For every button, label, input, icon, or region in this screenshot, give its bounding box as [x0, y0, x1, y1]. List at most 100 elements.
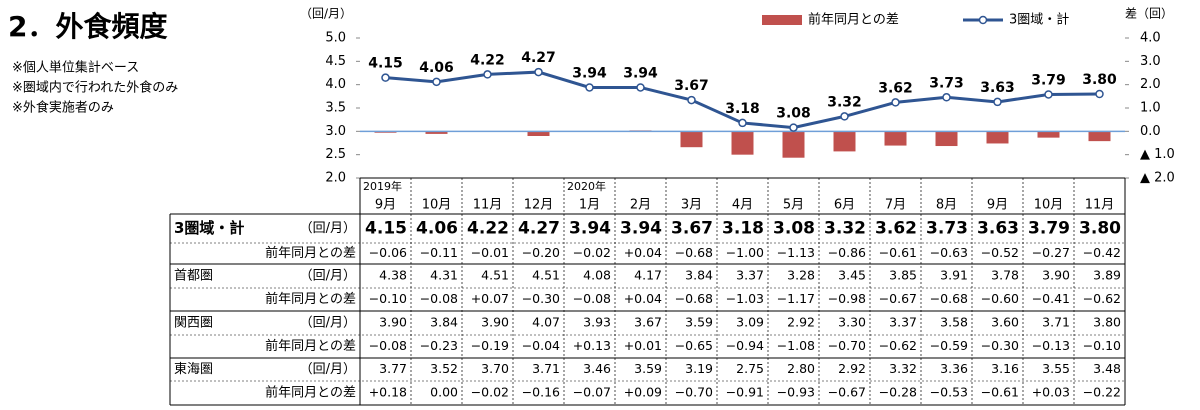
- cell: 3.52: [430, 361, 458, 376]
- data-label: 4.27: [521, 50, 556, 66]
- marker: [636, 83, 645, 92]
- cell: −0.04: [522, 338, 560, 353]
- row-label: 前年同月との差: [265, 338, 356, 354]
- legend-swatch: [762, 15, 802, 25]
- cell: −0.63: [930, 245, 968, 260]
- y2-tick-label: 2.0: [1140, 77, 1161, 92]
- cell: −0.10: [1083, 338, 1121, 353]
- year-label: 2020年: [567, 179, 606, 193]
- year-label: 2019年: [363, 179, 402, 193]
- cell: 4.22: [467, 219, 509, 239]
- row-unit: （回/月）: [300, 362, 356, 377]
- cell: 3.08: [773, 219, 815, 239]
- cell: −0.02: [573, 245, 611, 260]
- cell: 3.67: [671, 219, 713, 239]
- cell: 3.46: [583, 361, 611, 376]
- cell: −0.52: [981, 245, 1019, 260]
- bar: [884, 131, 907, 146]
- cell: −1.08: [777, 338, 815, 353]
- cell: −0.08: [420, 291, 458, 306]
- cell: 2.75: [736, 361, 764, 376]
- marker: [942, 93, 951, 102]
- cell: −0.10: [369, 291, 407, 306]
- cell: 4.38: [379, 268, 407, 283]
- cell: −0.60: [981, 291, 1019, 306]
- cell: −0.02: [471, 385, 509, 400]
- month-label: 1月: [579, 198, 600, 213]
- cell: 3.30: [838, 315, 866, 330]
- row-unit: （回/月）: [300, 221, 356, 236]
- month-label: 10月: [1034, 198, 1064, 213]
- cell: 3.09: [736, 315, 764, 330]
- cell: −0.67: [828, 385, 866, 400]
- cell: −1.17: [777, 291, 815, 306]
- cell: 2.92: [838, 361, 866, 376]
- cell: 3.90: [379, 315, 407, 330]
- month-label: 8月: [936, 198, 957, 213]
- marker: [1044, 90, 1053, 99]
- bar: [935, 131, 958, 147]
- cell: +0.09: [624, 385, 662, 400]
- marker: [432, 77, 441, 87]
- y2-axis-label: 差（回）: [1125, 7, 1173, 21]
- cell: −0.70: [675, 385, 713, 400]
- month-label: 5月: [783, 198, 804, 213]
- title: 2．外食頻度: [8, 10, 167, 43]
- cell: 4.27: [518, 219, 560, 239]
- cell: 3.94: [569, 219, 611, 239]
- cell: −0.16: [522, 385, 560, 400]
- cell: +0.01: [624, 338, 662, 353]
- row-label: 首都圏: [174, 269, 213, 284]
- cell: 4.17: [634, 268, 662, 283]
- cell: 3.28: [787, 268, 815, 283]
- cell: 3.93: [583, 315, 611, 330]
- marker: [789, 123, 798, 132]
- bar: [731, 131, 754, 155]
- month-label: 9月: [375, 198, 396, 213]
- cell: 3.63: [977, 219, 1019, 239]
- cell: 3.32: [889, 361, 917, 376]
- cell: 3.71: [1042, 315, 1070, 330]
- cell: −1.03: [726, 291, 764, 306]
- cell: −0.98: [828, 291, 866, 306]
- cell: +0.07: [471, 291, 509, 306]
- cell: −0.86: [828, 245, 866, 260]
- data-label: 4.06: [419, 60, 454, 76]
- marker: [687, 95, 696, 105]
- y2-tick-label: ▲ 1.0: [1140, 147, 1175, 162]
- y-tick-label: 3.5: [325, 101, 346, 116]
- legend-swatch: [978, 15, 988, 25]
- cell: 3.37: [889, 315, 917, 330]
- cell: 3.48: [1093, 361, 1121, 376]
- cell: 4.08: [583, 268, 611, 283]
- cell: −0.91: [726, 385, 764, 400]
- cell: 3.55: [1042, 361, 1070, 376]
- cell: 4.51: [532, 268, 560, 283]
- y2-tick-label: ▲ 2.0: [1140, 171, 1175, 186]
- month-label: 3月: [681, 198, 702, 213]
- cell: 3.80: [1093, 315, 1121, 330]
- bar: [833, 131, 856, 152]
- y-tick-label: 2.5: [325, 147, 346, 162]
- cell: 3.60: [991, 315, 1019, 330]
- cell: −0.01: [471, 245, 509, 260]
- row-unit: （回/月）: [300, 316, 356, 331]
- cell: −0.28: [879, 385, 917, 400]
- cell: 3.59: [685, 315, 713, 330]
- y-tick-label: 3.0: [325, 124, 346, 139]
- cell: 3.90: [481, 315, 509, 330]
- cell: 3.67: [634, 315, 662, 330]
- data-label: 3.94: [572, 65, 607, 81]
- marker: [891, 98, 900, 107]
- month-label: 9月: [987, 198, 1008, 213]
- cell: −0.20: [522, 245, 560, 260]
- cell: 4.51: [481, 268, 509, 283]
- cell: 4.07: [532, 315, 560, 330]
- cell: 3.18: [722, 219, 764, 239]
- cell: 3.79: [1028, 219, 1070, 239]
- cell: 3.36: [940, 361, 968, 376]
- cell: −0.07: [573, 385, 611, 400]
- cell: +0.04: [624, 245, 662, 260]
- marker: [840, 112, 849, 121]
